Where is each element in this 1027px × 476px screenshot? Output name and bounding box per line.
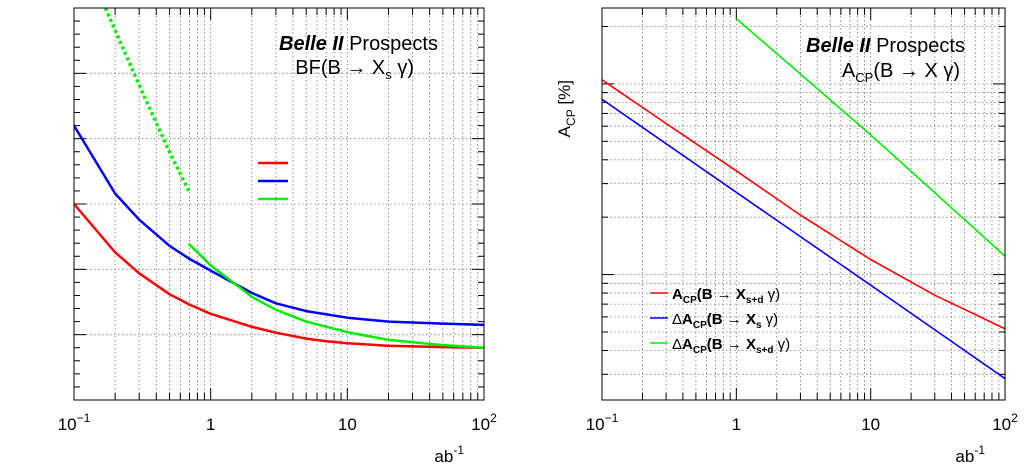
x-tick-label: 102 — [992, 411, 1018, 434]
series-group — [602, 17, 1005, 380]
x-tick-label: 10 — [338, 415, 357, 434]
series-line-2 — [735, 17, 1005, 257]
plot-frame — [73, 7, 485, 401]
x-tick-label: 10−1 — [58, 411, 91, 434]
x-tick-label: 10−1 — [586, 411, 619, 434]
x-axis-label: ab-1 — [434, 443, 464, 466]
series-line-3 — [103, 8, 192, 193]
x-tick-label: 1 — [206, 415, 215, 434]
series-line-2 — [188, 243, 484, 349]
series-line-1 — [602, 98, 1005, 380]
chart-title: Belle II Prospects — [806, 35, 965, 57]
chart-title: Belle II Prospects — [279, 33, 438, 55]
series-line-1 — [74, 124, 484, 327]
chart-subtitle: BF(B → Xs γ) — [295, 57, 414, 82]
legend-label: ACP(B → Xs+d γ) — [672, 286, 780, 306]
series-line-0 — [602, 79, 1005, 330]
plot-frame — [601, 7, 1006, 401]
chart-subtitle: ACP(B → X γ) — [842, 60, 960, 85]
legend-label: ΔACP(B → Xs+d γ) — [672, 336, 790, 356]
panel-right: 10−1 1 10 102 ab-1 ACP [%] Belle II Prospects A… — [555, 7, 1018, 466]
legend-label: ΔACP(B → Xs γ) — [672, 311, 778, 331]
series-group — [74, 8, 484, 349]
x-tick-label: 1 — [732, 415, 741, 434]
y-axis-label: ACP [%] — [555, 80, 578, 137]
x-tick-label: 10 — [861, 415, 880, 434]
x-tick-label: 102 — [471, 411, 497, 434]
legend: ACP(B → Xs+d γ) ΔACP(B → Xs γ) ΔACP(B → Xs… — [650, 286, 790, 356]
x-axis-label: ab-1 — [955, 443, 985, 466]
legend — [258, 161, 288, 201]
series-line-0 — [74, 202, 484, 349]
